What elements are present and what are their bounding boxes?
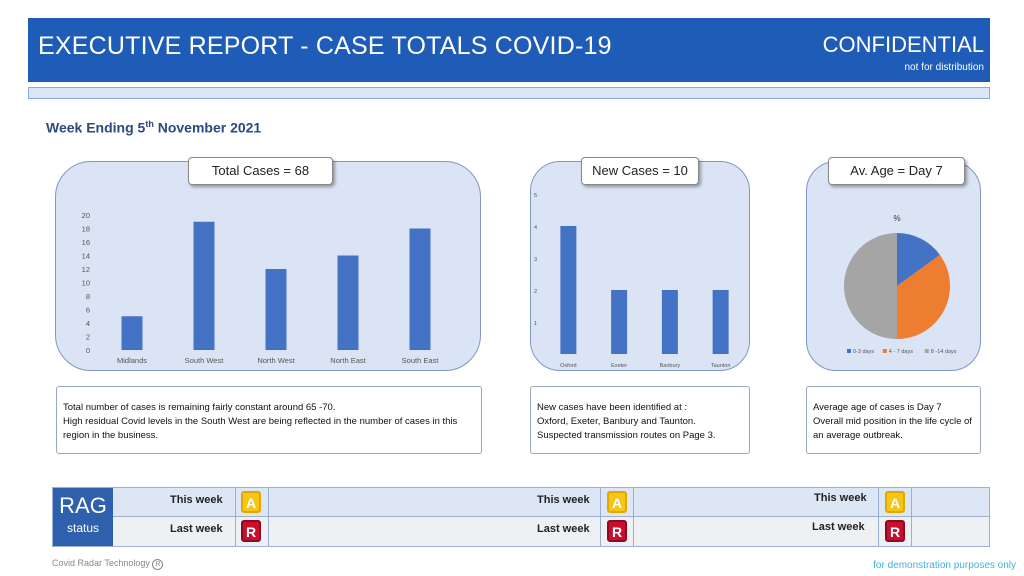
pie-slice (844, 233, 897, 339)
y-tick-label: 5 (534, 193, 537, 199)
rag-separator (633, 488, 634, 546)
y-tick-label: 2 (86, 333, 90, 342)
rag-separator (235, 488, 236, 546)
total-cases-commentary: Total number of cases is remaining fairl… (56, 386, 482, 454)
rag-this-week-label: This week (537, 494, 590, 506)
x-tick-label: South West (185, 356, 225, 365)
x-tick-label: Banbury (660, 363, 681, 369)
header-bar: EXECUTIVE REPORT - CASE TOTALS COVID-19 … (28, 18, 990, 82)
y-tick-label: 14 (82, 252, 90, 261)
y-tick-label: 0 (86, 346, 90, 355)
pie-title: % (893, 214, 900, 223)
average-age-title: Av. Age = Day 7 (828, 157, 965, 185)
red-status-icon: R (885, 520, 905, 542)
total-cases-chart: 0 2 4 6 8 10 12 14 16 18 20 Midlands South West North… (82, 211, 440, 365)
rag-separator (268, 488, 269, 546)
demo-disclaimer: for demonstration purposes only (873, 560, 1016, 571)
footer-brand: Covid Radar Technology R (52, 558, 164, 570)
x-tick-label: South East (402, 356, 440, 365)
rag-row-last-week (53, 517, 989, 546)
bar (560, 226, 577, 354)
amber-status-icon: A (885, 491, 905, 513)
y-tick-label: 12 (82, 265, 90, 274)
average-age-panel: % 0-3 days 4 - 7 days 8 -14 days (806, 161, 981, 371)
average-age-commentary: Average age of cases is Day 7 Overall mi… (806, 386, 981, 454)
new-cases-chart: 1 2 3 4 5 Oxford Exeter Banbury Taunton (534, 193, 731, 369)
y-tick-label: 6 (86, 306, 90, 315)
y-tick-label: 4 (86, 319, 90, 328)
y-tick-label: 16 (82, 238, 90, 247)
registered-mark-icon: R (152, 559, 164, 570)
rag-this-week-label: This week (814, 492, 867, 504)
new-cases-commentary: New cases have been identified at : Oxfo… (530, 386, 750, 454)
amber-status-icon: A (241, 491, 261, 513)
y-tick-label: 20 (82, 211, 90, 220)
age-pie-chart: % 0-3 days 4 - 7 days 8 -14 days (844, 214, 957, 355)
bar (712, 290, 729, 354)
report-title: EXECUTIVE REPORT - CASE TOTALS COVID-19 (38, 32, 612, 60)
rag-last-week-label: Last week (170, 523, 223, 535)
new-commentary-line-2: Oxford, Exeter, Banbury and Taunton. (537, 416, 696, 427)
rag-row-this-week (53, 488, 989, 517)
bar (661, 290, 678, 354)
pie-slice (897, 254, 950, 339)
x-tick-label: Exeter (611, 363, 627, 369)
red-status-icon: R (241, 520, 261, 542)
rag-label-small: status (66, 521, 99, 535)
header-subbar (28, 87, 990, 99)
rag-separator (878, 488, 879, 546)
x-tick-label: Taunton (711, 363, 731, 369)
legend-swatch (847, 349, 851, 353)
new-commentary-line-1: New cases have been identified at : (537, 402, 687, 413)
pie-slice (897, 233, 940, 286)
legend-swatch (882, 349, 887, 353)
new-cases-panel: 1 2 3 4 5 Oxford Exeter Banbury Taunton (530, 161, 750, 371)
y-tick-label: 3 (534, 257, 537, 263)
new-cases-title: New Cases = 10 (581, 157, 699, 185)
legend-swatch (924, 349, 929, 353)
week-ending: Week Ending 5th November 2021 (46, 119, 262, 136)
rag-separator (600, 488, 601, 546)
bar (265, 269, 287, 350)
rag-last-week-label: Last week (812, 521, 865, 533)
legend-label: 0-3 days (853, 349, 874, 355)
bar (611, 290, 628, 354)
x-tick-label: Oxford (560, 363, 577, 369)
red-status-icon: R (607, 520, 627, 542)
y-tick-label: 1 (534, 321, 537, 327)
rag-status-label: RAG status (53, 488, 113, 546)
new-commentary-line-3: Suspected transmission routes on Page 3. (537, 430, 716, 441)
rag-separator (911, 488, 912, 546)
y-tick-label: 4 (534, 225, 537, 231)
y-tick-label: 8 (86, 292, 90, 301)
total-commentary-line-2: High residual Covid levels in the South … (63, 416, 458, 441)
age-commentary-line-1: Average age of cases is Day 7 (813, 402, 942, 413)
bar (337, 255, 359, 350)
distribution-note: not for distribution (904, 62, 985, 73)
bar (121, 316, 143, 350)
y-tick-label: 18 (82, 225, 90, 234)
legend-label: 4 - 7 days (889, 349, 913, 355)
rag-label-big: RAG (59, 493, 107, 518)
total-commentary-line-1: Total number of cases is remaining fairl… (63, 402, 336, 413)
bar (409, 228, 431, 350)
rag-this-week-label: This week (170, 494, 223, 506)
y-tick-label: 10 (82, 279, 90, 288)
rag-status-table: RAG status This week Last week A R This … (52, 487, 990, 547)
x-tick-label: North East (330, 356, 366, 365)
bar (193, 221, 215, 350)
total-cases-title: Total Cases = 68 (188, 157, 333, 185)
y-tick-label: 2 (534, 289, 537, 295)
confidential-label: CONFIDENTIAL (822, 32, 984, 57)
total-cases-panel: 0 2 4 6 8 10 12 14 16 18 20 Midlands South West North… (55, 161, 481, 371)
x-tick-label: North West (257, 356, 295, 365)
x-tick-label: Midlands (117, 356, 147, 365)
legend-label: 8 -14 days (931, 349, 957, 355)
age-commentary-line-2: Overall mid position in the life cycle o… (813, 416, 972, 441)
rag-last-week-label: Last week (537, 523, 590, 535)
amber-status-icon: A (607, 491, 627, 513)
